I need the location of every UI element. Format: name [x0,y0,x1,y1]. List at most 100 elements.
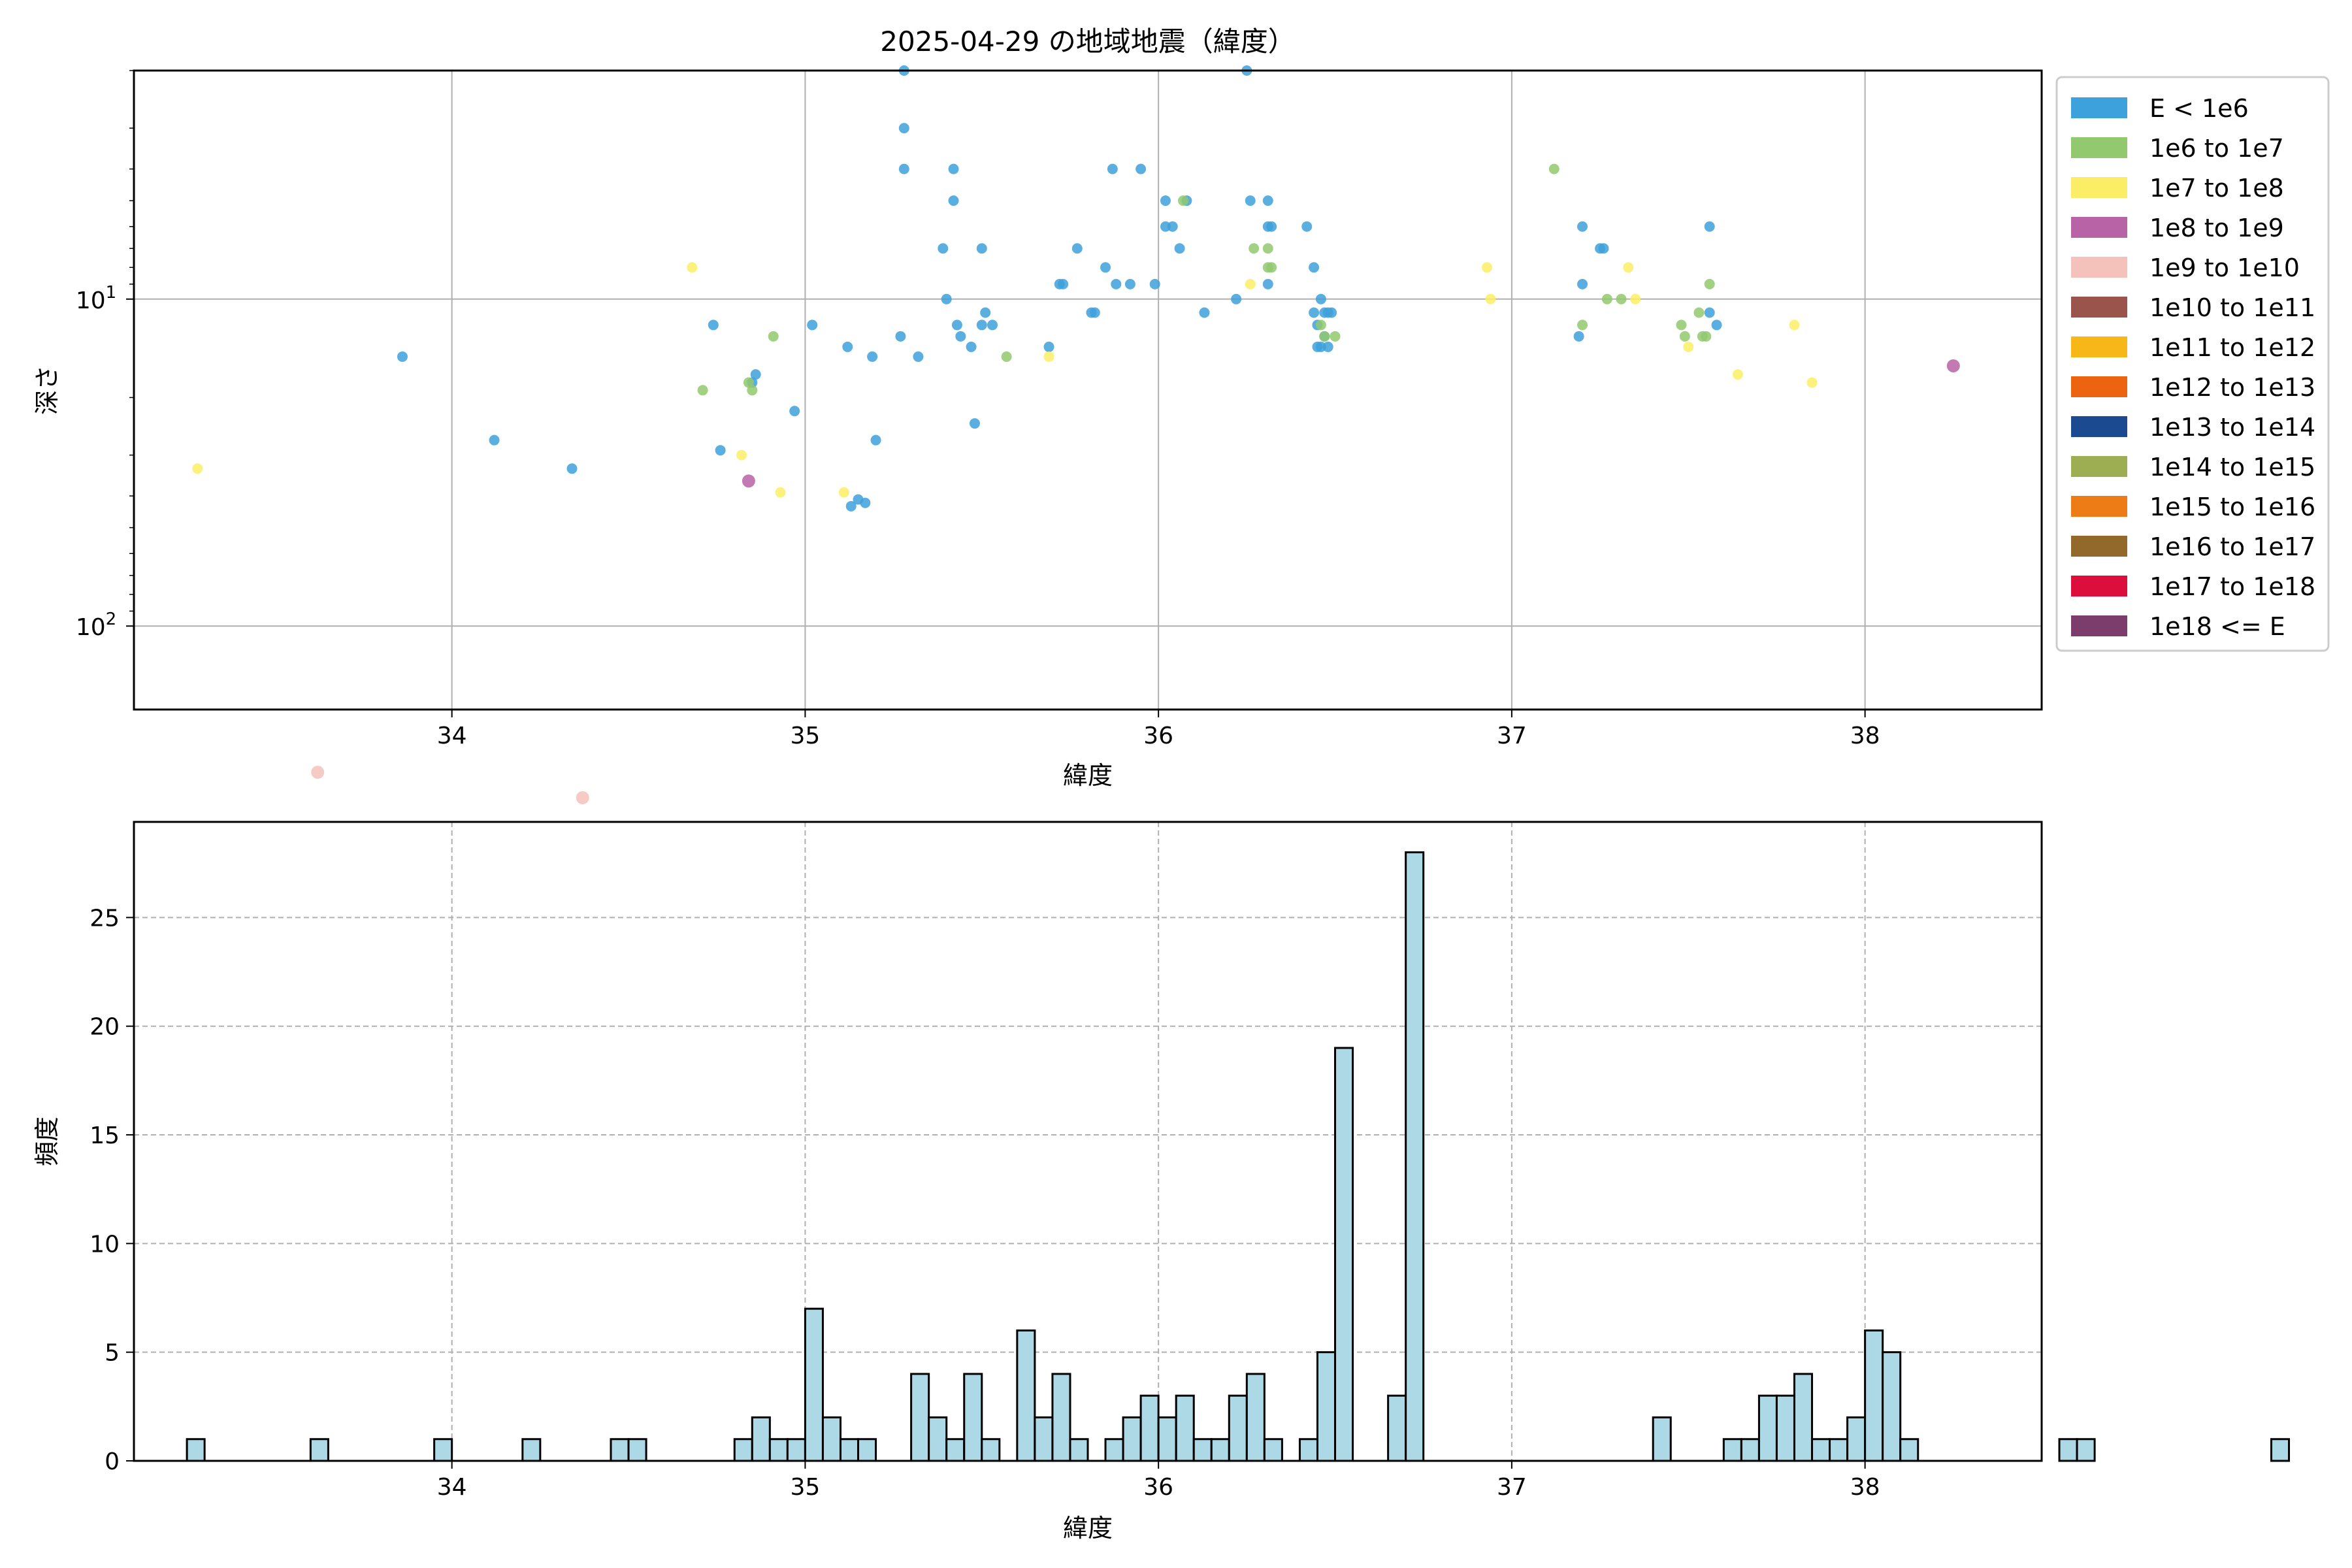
histogram-bar [1899,1438,1919,1462]
histogram-x-tick-label: 36 [1143,1474,1173,1501]
scatter-point [1231,293,1242,304]
scatter-point [860,497,871,508]
legend-swatch [2071,456,2127,477]
legend: E < 1e6 1e6 to 1e7 1e7 to 1e8 1e8 to 1e9 1e9… [2055,76,2330,652]
scatter-point [1616,293,1627,304]
legend-label: 1e16 to 1e17 [2149,532,2315,561]
histogram-x-tick-label: 35 [791,1474,821,1501]
scatter-point [736,449,747,461]
scatter-x-ticks: 34 35 36 37 38 [437,710,1880,749]
scatter-point [708,319,719,331]
scatter-point [1577,278,1588,289]
histogram-bar [1652,1416,1672,1462]
scatter-point [489,434,500,446]
scatter-point [750,369,761,380]
scatter-y-tick-exponent: 2 [106,610,117,629]
scatter-point [1262,278,1273,289]
scatter-point [1326,307,1337,318]
scatter-point [1249,243,1260,254]
histogram-x-axis-label: 緯度 [1063,1514,1113,1543]
histogram-bar [1263,1438,1283,1462]
histogram-bar [751,1416,771,1462]
legend-label: 1e10 to 1e11 [2149,293,2315,322]
scatter-point [913,351,924,362]
scatter-y-tick-exponent: 1 [106,283,117,302]
scatter-point [576,791,589,805]
histogram-bar [804,1307,824,1462]
scatter-point [1149,278,1160,289]
scatter-point [1135,163,1147,174]
histogram-bar [2270,1438,2291,1462]
histogram-bar [1228,1394,1248,1462]
histogram-x-tick-label: 37 [1497,1474,1527,1501]
histogram-bar [2076,1438,2096,1462]
histogram-bar [2058,1438,2078,1462]
histogram-bar [433,1438,453,1462]
scatter-point [1245,278,1256,289]
scatter-point [1111,278,1122,289]
histogram-y-tick-label: 0 [105,1448,120,1475]
histogram-y-ticks: 0 5 10 15 20 25 [90,905,134,1475]
scatter-point [1330,331,1341,342]
histogram-y-tick-label: 15 [90,1122,120,1149]
scatter-point [1107,163,1118,174]
scatter-point [895,331,906,342]
legend-label: E < 1e6 [2149,94,2249,123]
scatter-point [1160,195,1171,206]
scatter-x-axis-label: 緯度 [1063,761,1113,790]
legend-frame [2055,76,2330,652]
scatter-point [789,406,800,417]
histogram-bar [1846,1416,1867,1462]
legend-swatch [2071,615,2127,636]
scatter-point [976,243,987,254]
scatter-point [566,463,578,474]
histogram-bar [768,1438,789,1462]
scatter-point [1309,262,1320,273]
histogram-bar [928,1416,948,1462]
legend-swatch [2071,137,2127,158]
scatter-point [1266,262,1277,273]
scatter-point [1178,195,1188,206]
histogram-y-tick-label: 10 [90,1231,120,1258]
scatter-point [1676,319,1687,331]
histogram-bar [1139,1394,1160,1462]
legend-swatch [2071,336,2127,357]
scatter-x-tick-label: 34 [437,723,467,749]
histogram-chart: 34 35 36 37 38 0 5 10 15 20 25 緯度 頻度 [33,821,2291,1543]
scatter-point [1124,278,1135,289]
scatter-plot-area [133,69,2043,711]
histogram-plot-area [133,821,2043,1462]
histogram-bar [1210,1438,1230,1462]
histogram-bar [1192,1438,1213,1462]
scatter-point [969,418,980,429]
scatter-point [1711,319,1722,331]
scatter-point [1598,243,1609,254]
scatter-point [1482,262,1493,273]
scatter-x-tick-label: 37 [1497,723,1527,749]
scatter-point [1043,351,1054,362]
scatter-point [1245,195,1256,206]
histogram-bar [1740,1438,1760,1462]
scatter-point [715,445,726,456]
scatter-x-tick-label: 35 [791,723,821,749]
legend-label: 1e13 to 1e14 [2149,413,2315,442]
scatter-point [1601,293,1612,304]
histogram-x-tick-label: 34 [437,1474,467,1501]
scatter-point [948,195,959,206]
histogram-bar [1405,851,1425,1462]
histogram-bar [1104,1438,1124,1462]
histogram-bar [1722,1438,1742,1462]
scatter-point [1577,221,1588,232]
legend-swatch [2071,536,2127,557]
legend-swatch [2071,177,2127,198]
scatter-point [397,351,408,362]
scatter-point [1946,359,1960,372]
scatter-point [955,331,966,342]
histogram-bar [1034,1416,1054,1462]
scatter-point [1315,319,1326,331]
chart-title: 2025-04-29 の地域地震（緯度） [880,25,1295,57]
scatter-point [1174,243,1185,254]
scatter-point [1548,163,1560,174]
scatter-x-tick-label: 38 [1850,723,1880,749]
